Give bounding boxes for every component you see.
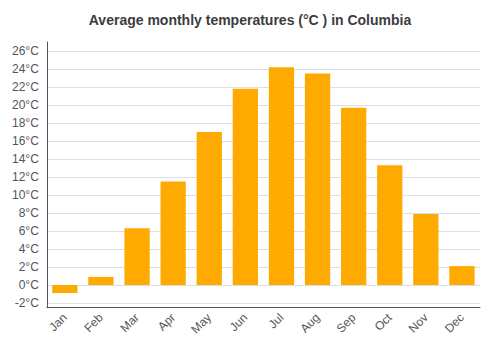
svg-text:6°C: 6°C — [19, 224, 39, 238]
svg-text:Nov: Nov — [406, 311, 431, 336]
svg-text:26°C: 26°C — [12, 44, 39, 58]
svg-text:2°C: 2°C — [19, 260, 39, 274]
svg-text:10°C: 10°C — [12, 188, 39, 202]
svg-text:8°C: 8°C — [19, 206, 39, 220]
svg-text:24°C: 24°C — [12, 62, 39, 76]
svg-text:Jul: Jul — [266, 311, 287, 332]
svg-text:Dec: Dec — [442, 311, 467, 336]
svg-text:0°C: 0°C — [19, 278, 39, 292]
svg-text:May: May — [188, 311, 214, 337]
svg-text:Aug: Aug — [298, 311, 323, 336]
svg-text:-2°C: -2°C — [15, 296, 39, 310]
svg-text:Jun: Jun — [227, 311, 251, 335]
svg-text:16°C: 16°C — [12, 134, 39, 148]
svg-text:22°C: 22°C — [12, 80, 39, 94]
svg-text:Oct: Oct — [372, 310, 396, 334]
svg-text:Feb: Feb — [81, 310, 106, 335]
svg-text:Mar: Mar — [118, 311, 143, 335]
svg-text:Average monthly temperatures (: Average monthly temperatures (°C ) in Co… — [89, 12, 412, 28]
svg-text:18°C: 18°C — [12, 116, 39, 130]
svg-text:Jan: Jan — [46, 311, 70, 335]
svg-text:12°C: 12°C — [12, 170, 39, 184]
svg-text:14°C: 14°C — [12, 152, 39, 166]
svg-text:Apr: Apr — [155, 311, 178, 334]
svg-text:20°C: 20°C — [12, 98, 39, 112]
svg-text:4°C: 4°C — [19, 242, 39, 256]
svg-text:Sep: Sep — [334, 310, 359, 335]
